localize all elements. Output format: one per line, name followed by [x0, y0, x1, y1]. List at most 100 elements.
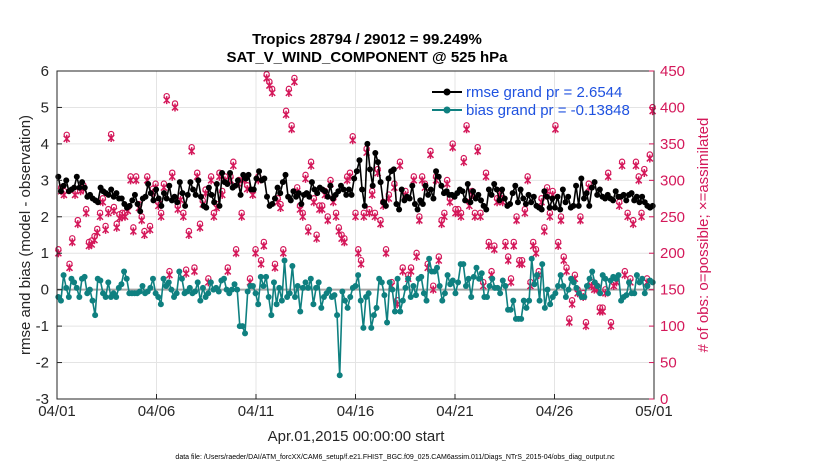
rmse-point — [219, 170, 226, 177]
obs-assimilated-point — [138, 216, 146, 225]
rmse-point — [419, 201, 426, 208]
bias-point — [263, 273, 270, 280]
obs-assimilated-point — [396, 161, 404, 170]
rmse-point — [340, 186, 347, 193]
obs-assimilated-point — [635, 176, 643, 185]
obs-assimilated-point — [563, 267, 571, 276]
bias-point — [523, 304, 530, 311]
bias-point — [63, 284, 70, 291]
bias-point — [547, 301, 554, 308]
bias-point — [386, 279, 393, 286]
obs-assimilated-point — [565, 318, 573, 327]
obs-assimilated-point — [260, 241, 268, 250]
bias-point — [147, 284, 154, 291]
obs-assimilated-point — [460, 158, 468, 167]
bias-point — [355, 272, 362, 279]
bias-point — [276, 284, 283, 291]
obs-assimilated-point — [413, 252, 421, 261]
bias-point — [289, 262, 296, 269]
obs-assimilated-point — [371, 212, 379, 221]
bias-point — [341, 297, 348, 304]
rmse-point — [528, 199, 535, 206]
rmse-point — [427, 186, 434, 193]
rmse-point — [546, 204, 553, 211]
rmse-point — [628, 190, 635, 197]
rmse-point — [522, 201, 529, 208]
x-tick-label: 04/11 — [238, 403, 274, 420]
data-file-note: data file: /Users/raeder/DAI/ATM_forcXX/… — [175, 454, 615, 461]
bias-point — [273, 301, 280, 308]
bias-point — [242, 330, 249, 337]
rmse-point — [562, 199, 569, 206]
rmse-point — [166, 182, 173, 189]
rmse-point — [361, 202, 368, 209]
bias-point — [552, 290, 559, 297]
rmse-point — [612, 188, 619, 195]
rmse-point — [179, 190, 186, 197]
rmse-point — [464, 180, 471, 187]
y-left-axis-label: rmse and bias (model - observation) — [17, 115, 34, 355]
rmse-point — [435, 173, 442, 180]
bias-point — [597, 290, 604, 297]
rmse-point — [184, 191, 191, 198]
rmse-point — [501, 195, 508, 202]
bias-point — [194, 279, 201, 286]
rmse-point — [63, 177, 70, 184]
rmse-point — [269, 201, 276, 208]
bias-point — [57, 297, 64, 304]
bias-point — [489, 275, 496, 282]
rmse-point — [493, 186, 500, 193]
obs-assimilated-point — [229, 161, 237, 170]
rmse-point — [591, 179, 598, 186]
rmse-point — [55, 173, 62, 180]
rmse-point — [583, 190, 590, 197]
bias-point — [570, 279, 577, 286]
obs-assimilated-point — [513, 216, 521, 225]
legend-rmse-marker — [443, 88, 451, 96]
bias-point — [339, 288, 346, 295]
y-right-tick-label: 400 — [660, 99, 685, 116]
obs-assimilated-point — [224, 267, 232, 276]
obs-assimilated-point — [185, 231, 193, 239]
obs-assimilated-point — [304, 227, 312, 236]
rmse-point — [578, 175, 585, 182]
bias-point — [560, 283, 567, 290]
obs-assimilated-point — [313, 234, 321, 243]
y-left-tick-label: -2 — [36, 355, 49, 372]
rmse-point — [470, 188, 477, 195]
bias-point — [249, 283, 256, 290]
bias-point — [520, 297, 527, 304]
bias-point — [294, 283, 301, 290]
y-left-tick-label: -1 — [36, 318, 49, 335]
bias-point — [268, 312, 275, 319]
obs-assimilated-point — [607, 322, 615, 331]
obs-assimilated-point — [276, 204, 285, 213]
bias-point — [381, 292, 388, 299]
bias-point — [539, 261, 546, 268]
rmse-point — [485, 186, 492, 193]
rmse-point — [636, 199, 643, 206]
bias-point — [331, 292, 338, 299]
bias-point — [626, 279, 633, 286]
bias-point — [255, 301, 262, 308]
bias-point — [455, 279, 462, 286]
rmse-point — [208, 191, 215, 198]
rmse-point — [224, 180, 231, 187]
obs-assimilated-point — [507, 278, 515, 287]
rmse-point — [459, 188, 466, 195]
rmse-point — [462, 197, 469, 204]
bias-point — [318, 304, 325, 311]
rmse-point — [182, 202, 189, 209]
bias-point — [168, 286, 175, 293]
bias-point — [336, 372, 343, 379]
bias-point — [197, 297, 204, 304]
rmse-point — [57, 188, 64, 195]
x-tick-label: 04/21 — [436, 403, 474, 420]
obs-assimilated-point — [165, 271, 173, 280]
x-tick-label: 05/01 — [635, 403, 673, 420]
bias-point — [205, 290, 212, 297]
bias-point — [136, 288, 143, 295]
rmse-point — [488, 191, 495, 198]
obs-assimilated-point — [232, 249, 240, 258]
